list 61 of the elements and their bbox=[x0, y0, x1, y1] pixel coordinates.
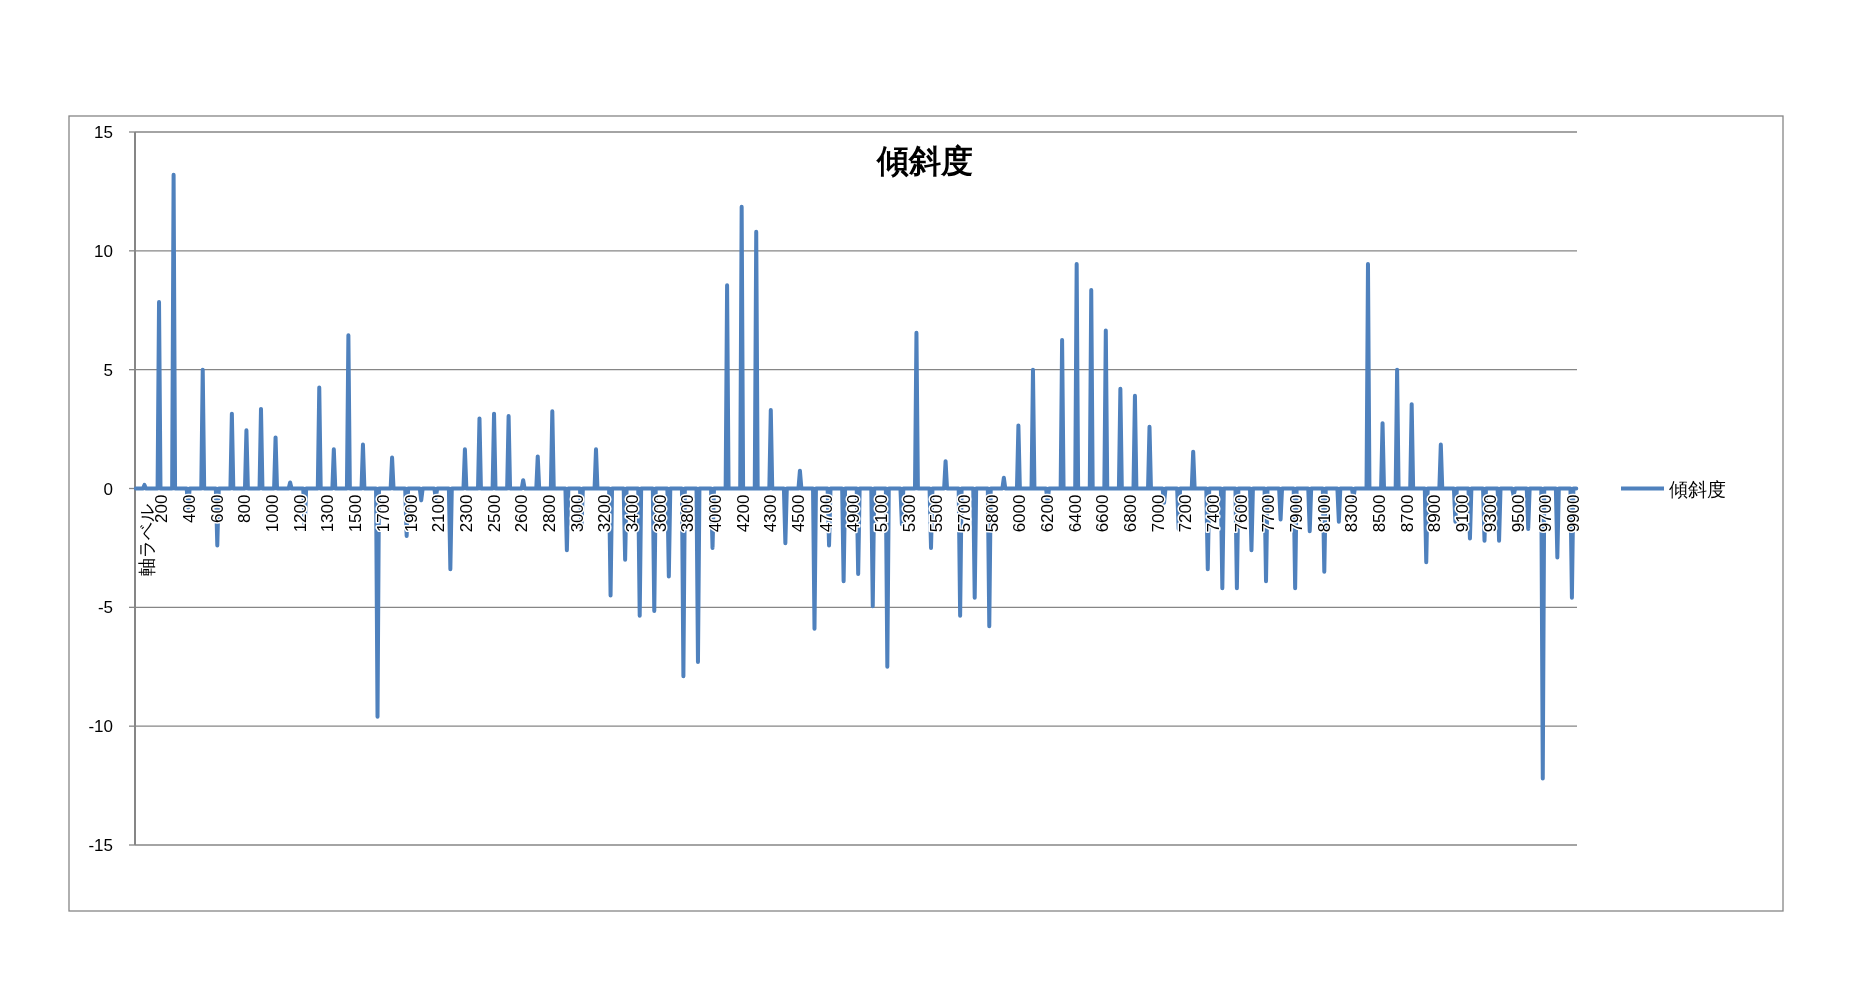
x-tick-label: 3400 bbox=[622, 494, 642, 533]
x-tick-label: 3200 bbox=[595, 494, 615, 533]
x-tick-label: 8700 bbox=[1397, 494, 1417, 533]
x-tick-label: 4900 bbox=[844, 494, 864, 533]
x-tick-label: 8100 bbox=[1314, 494, 1334, 533]
x-tick-label: 7400 bbox=[1204, 494, 1224, 533]
x-tick-label: 2300 bbox=[456, 494, 476, 533]
x-tick-label: 1000 bbox=[263, 494, 283, 533]
x-tick-label: 600 bbox=[207, 494, 227, 523]
x-tick-label: 5800 bbox=[982, 494, 1002, 533]
x-tick-label: 4200 bbox=[733, 494, 753, 533]
x-tick-label: 5700 bbox=[955, 494, 975, 533]
chart-title: 傾斜度 bbox=[876, 143, 973, 179]
x-tick-label: 9500 bbox=[1508, 494, 1528, 533]
x-tick-label: 7700 bbox=[1259, 494, 1279, 533]
x-tick-label: 400 bbox=[180, 494, 200, 523]
y-axis-title: 軸ラベル bbox=[137, 504, 157, 576]
x-tick-label: 8500 bbox=[1370, 494, 1390, 533]
y-tick-label: 15 bbox=[94, 123, 113, 142]
x-tick-label: 2800 bbox=[539, 494, 559, 533]
x-tick-label: 3600 bbox=[650, 494, 670, 533]
x-tick-label: 3800 bbox=[678, 494, 698, 533]
x-tick-label: 3000 bbox=[567, 494, 587, 533]
x-tick-label: 4300 bbox=[761, 494, 781, 533]
x-tick-label: 9900 bbox=[1563, 494, 1583, 533]
x-tick-label: 4700 bbox=[816, 494, 836, 533]
y-tick-label: 5 bbox=[103, 360, 113, 380]
x-tick-label: 1900 bbox=[401, 494, 421, 533]
y-tick-label: 0 bbox=[103, 479, 113, 499]
x-tick-label: 8300 bbox=[1342, 494, 1362, 533]
x-tick-label: 9300 bbox=[1480, 494, 1500, 533]
x-tick-label: 1500 bbox=[346, 494, 366, 533]
x-tick-label: 4000 bbox=[705, 494, 725, 533]
y-tick-label: -10 bbox=[88, 717, 113, 737]
x-tick-label: 5500 bbox=[927, 494, 947, 533]
x-tick-label: 8900 bbox=[1425, 494, 1445, 533]
x-tick-label: 7000 bbox=[1148, 494, 1168, 533]
y-tick-label: -15 bbox=[88, 836, 113, 855]
x-tick-label: 2100 bbox=[429, 494, 449, 533]
x-tick-label: 2600 bbox=[512, 494, 532, 533]
x-tick-label: 6200 bbox=[1038, 494, 1058, 533]
x-tick-label: 7200 bbox=[1176, 494, 1196, 533]
y-tick-label: -5 bbox=[97, 598, 113, 618]
x-tick-label: 1300 bbox=[318, 494, 338, 533]
x-tick-label: 2500 bbox=[484, 494, 504, 533]
x-tick-label: 1200 bbox=[290, 494, 310, 533]
x-tick-label: 6600 bbox=[1093, 494, 1113, 533]
legend-label: 傾斜度 bbox=[1669, 478, 1726, 500]
x-tick-label: 6800 bbox=[1121, 494, 1141, 533]
x-tick-label: 6400 bbox=[1065, 494, 1085, 533]
x-tick-label: 7900 bbox=[1287, 494, 1307, 533]
y-tick-label: 10 bbox=[94, 241, 113, 261]
x-tick-label: 5300 bbox=[899, 494, 919, 533]
x-tick-label: 9100 bbox=[1453, 494, 1473, 533]
x-tick-label: 800 bbox=[235, 494, 255, 523]
x-tick-label: 6000 bbox=[1010, 494, 1030, 533]
x-tick-label: 5100 bbox=[871, 494, 891, 533]
x-tick-label: 1700 bbox=[373, 494, 393, 533]
x-tick-label: 4500 bbox=[788, 494, 808, 533]
x-tick-label: 7600 bbox=[1231, 494, 1251, 533]
x-tick-label: 9700 bbox=[1536, 494, 1556, 533]
